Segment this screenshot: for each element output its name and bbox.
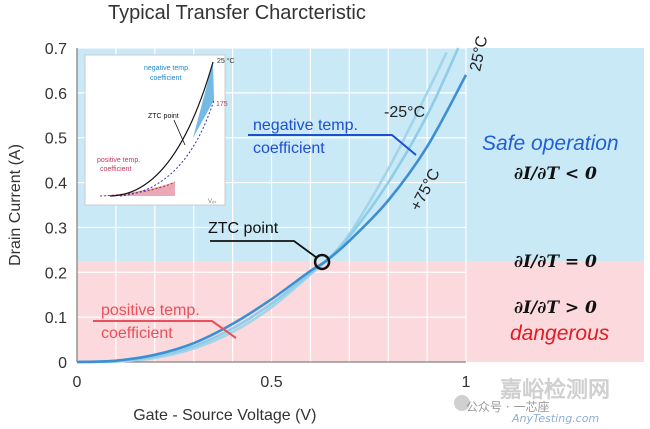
- ztc-label: ZTC point: [208, 220, 279, 237]
- ztc-pointer-line: [210, 240, 318, 259]
- inset-neg-label-1: negative temp.: [144, 65, 190, 72]
- x-tick-label: 0: [73, 374, 82, 391]
- inset-curve-25: [109, 61, 214, 197]
- eq-zero-label: ∂I/∂T = 0: [514, 252, 597, 272]
- neg-coef-label-2: coefficient: [253, 140, 325, 157]
- x-tick-label: 0.5: [260, 374, 282, 391]
- region-danger: [77, 261, 644, 362]
- watermark-sub: 公众号 · 一芯座: [466, 400, 550, 414]
- x-tick-label: 1: [462, 374, 471, 391]
- y-tick-label: 0: [58, 355, 67, 372]
- inset-t25-label: 25 °C: [217, 57, 235, 65]
- watermark-cn: 嘉峪检测网: [500, 378, 611, 403]
- inset-pos-label-1: positive temp.: [97, 157, 140, 164]
- series-line-25C: [76, 47, 460, 364]
- inset-ztc-pointer: [173, 119, 186, 146]
- eq-positive-label: ∂I/∂T > 0: [514, 298, 597, 318]
- y-tick-label: 0.5: [45, 131, 67, 148]
- chart-title: Typical Transfer Charcteristic: [108, 2, 366, 24]
- y-tick-label: 0.4: [45, 176, 67, 193]
- eq-negative-label: ∂I/∂T < 0: [514, 164, 597, 184]
- pos-coef-label-2: coefficient: [101, 325, 173, 342]
- inset-frame: [84, 54, 226, 206]
- label-minus25c: -25°C: [384, 104, 425, 121]
- y-tick-label: 0.2: [45, 265, 67, 282]
- inset-positive-area: [100, 182, 175, 196]
- inset-ztc-label: ZTC point: [148, 113, 179, 120]
- ztc-point-marker: [313, 253, 331, 271]
- inset-figure: negative temp. coefficient ZTC point positi…: [84, 54, 235, 206]
- inset-vgs-label: Vₑₛ: [208, 199, 216, 205]
- inset-neg-label-2: coefficient: [150, 75, 181, 82]
- inset-positive-curve: [99, 181, 176, 197]
- pos-coef-label-1: positive temp.: [101, 302, 200, 319]
- neg-coef-pointer: [248, 134, 417, 156]
- safe-operation-label: Safe operation: [482, 132, 619, 155]
- neg-coef-label-1: negative temp.: [253, 117, 358, 134]
- y-axis-label: Drain Current (A): [7, 144, 24, 266]
- inset-negative-area: [193, 62, 214, 138]
- y-tick-label: 0.1: [45, 310, 67, 327]
- y-tick-label: 0.3: [45, 220, 67, 237]
- inset-t175-label: 175: [216, 101, 228, 108]
- watermark-site: AnyTesting.com: [512, 412, 600, 425]
- dangerous-label: dangerous: [510, 322, 610, 345]
- y-tick-label: 0.7: [45, 41, 67, 58]
- inset-pos-label-2: coefficient: [100, 166, 131, 173]
- x-axis-label: Gate - Source Voltage (V): [133, 407, 316, 424]
- series-line-25C: [76, 74, 468, 364]
- watermark-logo-icon: [454, 395, 470, 411]
- y-tick-label: 0.6: [45, 86, 67, 103]
- pos-coef-pointer: [93, 320, 237, 339]
